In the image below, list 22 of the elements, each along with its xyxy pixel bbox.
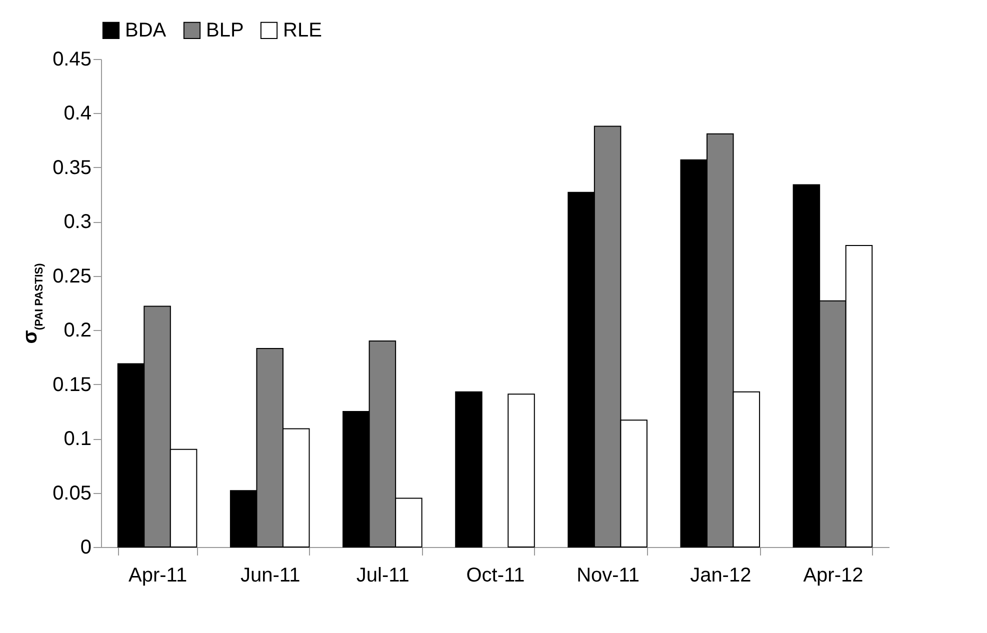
x-tick-label: Jul-11 — [356, 564, 410, 586]
legend-label: BDA — [125, 19, 167, 42]
x-tick-label: Jan-12 — [690, 564, 752, 586]
x-tick-label: Jun-11 — [240, 564, 300, 586]
y-tick-label: 0.1 — [64, 428, 92, 450]
y-tick-label: 0.15 — [52, 374, 92, 396]
x-tick-label: Nov-11 — [576, 564, 640, 586]
x-tick-label: Apr-11 — [128, 564, 188, 586]
y-tick-label: 0.25 — [52, 265, 92, 288]
y-tick-label: 0.4 — [64, 102, 92, 125]
y-tick-label: 0.3 — [64, 211, 92, 234]
bar — [508, 394, 535, 548]
legend-label: BLP — [206, 19, 244, 42]
y-tick-label: 0.05 — [52, 482, 92, 504]
y-tick-label: 0 — [80, 536, 92, 558]
x-tick-label: Oct-11 — [466, 564, 525, 586]
y-tick-label: 0.35 — [52, 156, 92, 179]
bar — [455, 391, 482, 548]
y-tick-label: 0.45 — [52, 48, 92, 70]
y-tick-label: 0.2 — [64, 320, 92, 342]
legend-label: RLE — [283, 19, 322, 42]
x-tick-label: Apr-12 — [803, 564, 864, 586]
